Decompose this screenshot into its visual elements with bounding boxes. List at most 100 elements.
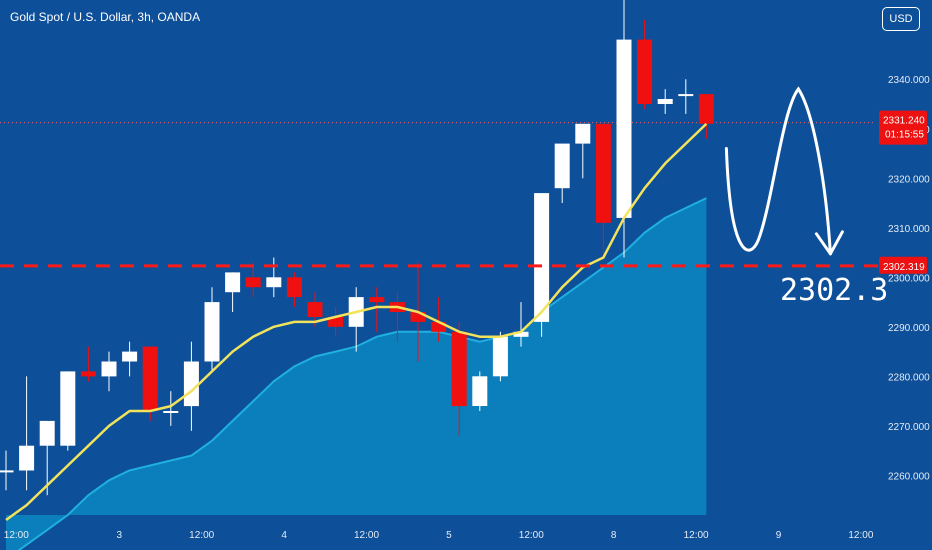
- candle[interactable]: [369, 287, 385, 332]
- candle[interactable]: [286, 272, 302, 308]
- support-price-tag-bg: [879, 256, 927, 274]
- x-tick-label: 12:00: [189, 530, 214, 541]
- candle-body: [616, 39, 632, 218]
- candle[interactable]: [513, 302, 529, 347]
- candle-body: [0, 470, 14, 473]
- forecast-arrow-head: [814, 230, 844, 256]
- candle-body: [204, 302, 220, 362]
- candle[interactable]: [19, 376, 35, 491]
- candle-body: [657, 99, 673, 104]
- x-tick-label: 12:00: [4, 530, 29, 541]
- candle-body: [122, 351, 138, 362]
- forecast-arrow-path: [724, 86, 832, 256]
- candle[interactable]: [698, 94, 714, 139]
- current-price-value: 2331.240: [883, 116, 925, 127]
- y-tick-label: 2310.000: [888, 224, 930, 235]
- support-price-value: 2302.319: [883, 262, 925, 273]
- candle-body: [554, 143, 570, 189]
- y-tick-label: 2260.000: [888, 471, 930, 482]
- candle-body: [39, 420, 55, 446]
- candle-body: [431, 321, 447, 332]
- candle-body: [142, 346, 158, 411]
- candle[interactable]: [595, 123, 611, 258]
- x-tick-label: 8: [611, 530, 617, 541]
- time-axis[interactable]: 12:00 3 12:00 4 12:00 5 12:00 8 12:00 9 12:00: [4, 530, 874, 541]
- candle-body: [183, 361, 199, 407]
- candle[interactable]: [678, 79, 694, 114]
- candle[interactable]: [204, 287, 220, 372]
- candle[interactable]: [637, 19, 653, 109]
- target-price-label: 2302.3: [780, 273, 888, 308]
- candle[interactable]: [245, 262, 261, 298]
- candle-countdown: 01:15:55: [885, 130, 924, 141]
- candle[interactable]: [575, 123, 591, 179]
- candle-body: [513, 331, 529, 337]
- candle-body: [225, 272, 241, 293]
- candle[interactable]: [142, 346, 158, 421]
- candle[interactable]: [431, 297, 447, 342]
- candle[interactable]: [492, 331, 508, 382]
- candle-body: [637, 39, 653, 104]
- moving-average-layer: [5, 122, 708, 522]
- candle-body: [328, 316, 344, 327]
- candle[interactable]: [472, 371, 488, 412]
- y-tick-label: 2320.000: [888, 174, 930, 185]
- candle[interactable]: [554, 143, 570, 204]
- y-tick-label: 2290.000: [888, 323, 930, 334]
- candle[interactable]: [451, 321, 467, 436]
- candle-body: [678, 94, 694, 97]
- candle-body: [472, 376, 488, 406]
- candle[interactable]: [163, 391, 179, 426]
- candle[interactable]: [225, 272, 241, 312]
- candle-body: [451, 331, 467, 407]
- y-tick-label: 2340.000: [888, 75, 930, 86]
- price-tags: 2331.240 01:15:55 2302.319: [879, 110, 927, 274]
- candle-body: [575, 123, 591, 144]
- candle-body: [286, 277, 302, 298]
- x-tick-label: 12:00: [519, 530, 544, 541]
- candle[interactable]: [266, 257, 282, 298]
- x-tick-label: 5: [446, 530, 452, 541]
- x-tick-label: 9: [776, 530, 782, 541]
- y-tick-label: 2300.000: [888, 273, 930, 284]
- x-tick-label: 12:00: [354, 530, 379, 541]
- candle[interactable]: [657, 89, 673, 114]
- candle[interactable]: [122, 341, 138, 377]
- candle[interactable]: [101, 351, 117, 392]
- candle[interactable]: [616, 0, 632, 258]
- candle-body: [698, 94, 714, 124]
- current-price-tag: 2331.240 01:15:55: [879, 110, 927, 145]
- candle[interactable]: [0, 450, 14, 491]
- area-fill: [6, 198, 707, 550]
- current-price-tag-bg: [879, 110, 927, 145]
- y-tick-label: 2280.000: [888, 372, 930, 383]
- candle[interactable]: [39, 420, 55, 496]
- candle-body: [307, 302, 323, 317]
- x-tick-label: 3: [117, 530, 123, 541]
- x-tick-label: 4: [281, 530, 287, 541]
- candle-body: [101, 361, 117, 377]
- candle[interactable]: [80, 346, 96, 382]
- y-tick-label: 2270.000: [888, 422, 930, 433]
- candle-body: [492, 336, 508, 377]
- moving-average-line: [5, 122, 708, 522]
- candle[interactable]: [60, 371, 76, 451]
- currency-button[interactable]: USD: [882, 7, 920, 31]
- chart-title: Gold Spot / U.S. Dollar, 3h, OANDA: [10, 10, 201, 24]
- candle-body: [266, 277, 282, 288]
- candle-body: [245, 277, 261, 288]
- x-tick-label: 12:00: [848, 530, 873, 541]
- candle-body: [163, 411, 179, 413]
- candle-body: [595, 123, 611, 223]
- candles-layer: [0, 0, 714, 496]
- candle-body: [60, 371, 76, 446]
- candle-body: [19, 445, 35, 471]
- candle-body: [410, 312, 426, 322]
- candle-body: [80, 371, 96, 377]
- candle-body: [534, 193, 550, 322]
- candle[interactable]: [328, 307, 344, 337]
- candle-body: [369, 297, 385, 303]
- forecast-annotation-layer: 2302.3: [724, 86, 888, 308]
